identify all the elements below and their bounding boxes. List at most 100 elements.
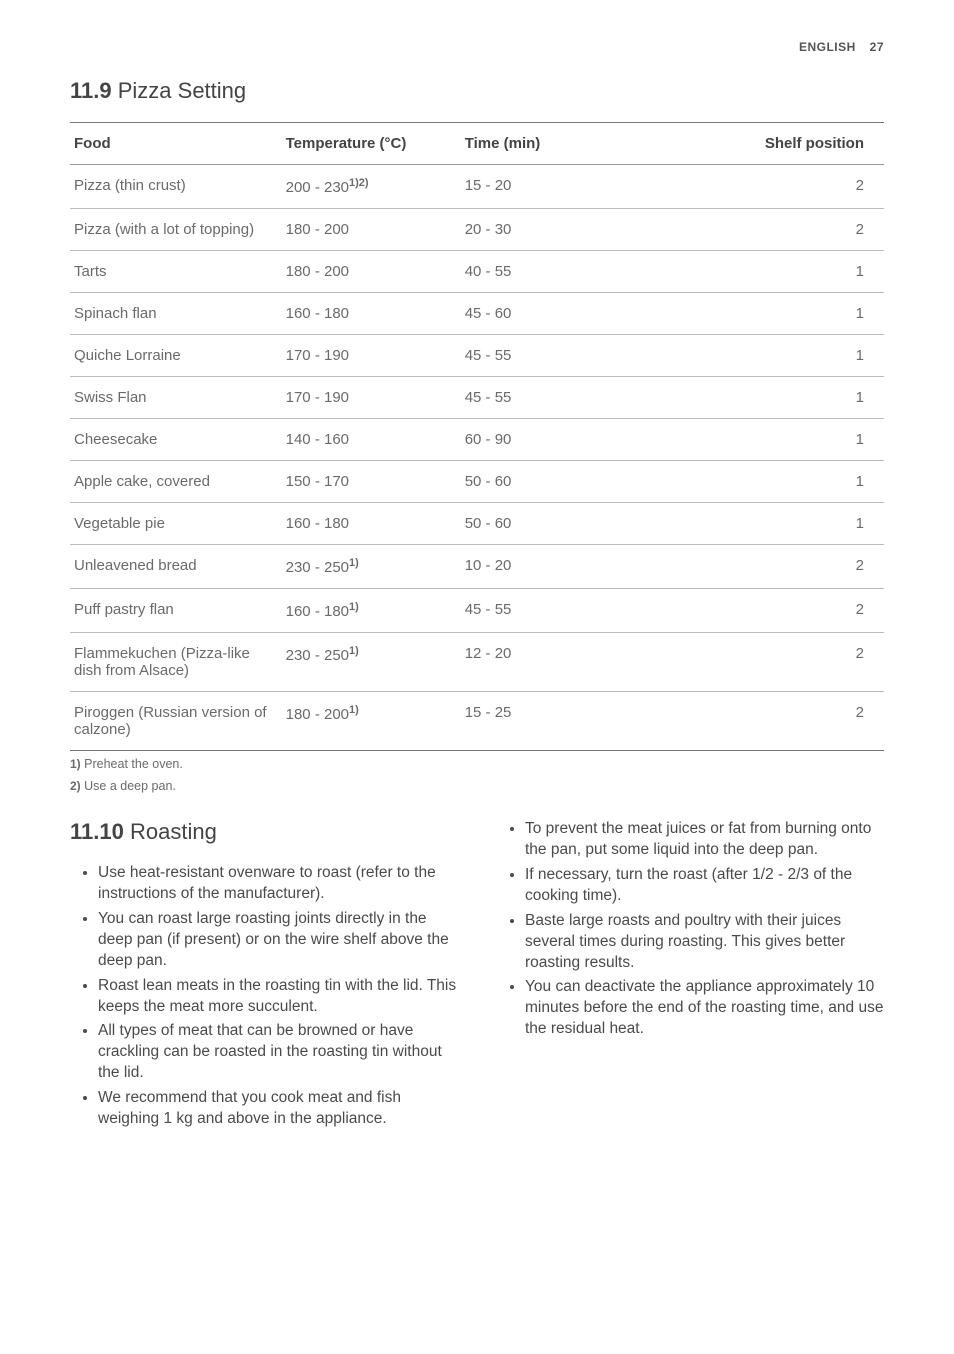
- left-column: 11.10 Roasting Use heat-resistant ovenwa…: [70, 819, 457, 1134]
- pizza-setting-table: Food Temperature (°C) Time (min) Shelf p…: [70, 122, 884, 751]
- bullet-item: All types of meat that can be browned or…: [98, 1021, 457, 1084]
- cell-food: Pizza (with a lot of topping): [70, 209, 282, 251]
- cell-time: 60 - 90: [461, 419, 640, 461]
- table-row: Tarts180 - 20040 - 551: [70, 251, 884, 293]
- cell-shelf: 1: [640, 461, 884, 503]
- cell-time: 12 - 20: [461, 633, 640, 692]
- cell-shelf: 2: [640, 209, 884, 251]
- bullet-item: You can roast large roasting joints dire…: [98, 909, 457, 972]
- cell-temp: 180 - 200: [282, 209, 461, 251]
- table-row: Swiss Flan170 - 19045 - 551: [70, 377, 884, 419]
- footnote-1-num: 1): [70, 757, 81, 771]
- roasting-bullets-right: To prevent the meat juices or fat from b…: [497, 819, 884, 1040]
- table-row: Unleavened bread230 - 2501)10 - 202: [70, 545, 884, 589]
- section-11-10-title: 11.10 Roasting: [70, 819, 457, 845]
- cell-food: Tarts: [70, 251, 282, 293]
- temp-superscript: 1): [349, 645, 359, 657]
- footnote-2-text: Use a deep pan.: [81, 779, 176, 793]
- th-food: Food: [70, 123, 282, 165]
- cell-food: Quiche Lorraine: [70, 335, 282, 377]
- footnotes: 1) Preheat the oven. 2) Use a deep pan.: [70, 757, 884, 793]
- bullet-item: Use heat-resistant ovenware to roast (re…: [98, 863, 457, 905]
- cell-shelf: 1: [640, 251, 884, 293]
- cell-shelf: 2: [640, 692, 884, 751]
- section-num: 11.9: [70, 78, 112, 103]
- bullet-item: We recommend that you cook meat and fish…: [98, 1088, 457, 1130]
- roasting-bullets-left: Use heat-resistant ovenware to roast (re…: [70, 863, 457, 1130]
- cell-temp: 230 - 2501): [282, 633, 461, 692]
- cell-temp: 170 - 190: [282, 335, 461, 377]
- section-11-9-title: 11.9 Pizza Setting: [70, 78, 884, 104]
- table-row: Puff pastry flan160 - 1801)45 - 552: [70, 589, 884, 633]
- table-header-row: Food Temperature (°C) Time (min) Shelf p…: [70, 123, 884, 165]
- cell-temp: 160 - 1801): [282, 589, 461, 633]
- cell-temp: 230 - 2501): [282, 545, 461, 589]
- cell-shelf: 1: [640, 503, 884, 545]
- table-row: Pizza (with a lot of topping)180 - 20020…: [70, 209, 884, 251]
- cell-shelf: 1: [640, 377, 884, 419]
- cell-time: 15 - 25: [461, 692, 640, 751]
- cell-time: 20 - 30: [461, 209, 640, 251]
- section2-num: 11.10: [70, 819, 124, 844]
- bullet-item: Baste large roasts and poultry with thei…: [525, 911, 884, 974]
- cell-shelf: 2: [640, 589, 884, 633]
- table-row: Flammekuchen (Pizza-like dish from Alsac…: [70, 633, 884, 692]
- cell-shelf: 1: [640, 293, 884, 335]
- cell-food: Unleavened bread: [70, 545, 282, 589]
- cell-food: Swiss Flan: [70, 377, 282, 419]
- table-row: Apple cake, covered150 - 17050 - 601: [70, 461, 884, 503]
- bullet-item: To prevent the meat juices or fat from b…: [525, 819, 884, 861]
- page-header: ENGLISH 27: [70, 40, 884, 54]
- temp-superscript: 1): [349, 557, 359, 569]
- th-shelf: Shelf position: [640, 123, 884, 165]
- cell-shelf: 2: [640, 633, 884, 692]
- table-row: Spinach flan160 - 18045 - 601: [70, 293, 884, 335]
- cell-temp: 160 - 180: [282, 293, 461, 335]
- cell-food: Spinach flan: [70, 293, 282, 335]
- table-row: Piroggen (Russian version of calzone)180…: [70, 692, 884, 751]
- table-row: Pizza (thin crust)200 - 2301)2)15 - 202: [70, 165, 884, 209]
- cell-time: 40 - 55: [461, 251, 640, 293]
- cell-food: Vegetable pie: [70, 503, 282, 545]
- right-column: To prevent the meat juices or fat from b…: [497, 819, 884, 1134]
- cell-temp: 140 - 160: [282, 419, 461, 461]
- bullet-item: If necessary, turn the roast (after 1/2 …: [525, 865, 884, 907]
- section2-text: Roasting: [130, 819, 217, 844]
- cell-time: 50 - 60: [461, 461, 640, 503]
- footnote-1-text: Preheat the oven.: [81, 757, 183, 771]
- bullet-item: You can deactivate the appliance approxi…: [525, 977, 884, 1040]
- cell-food: Flammekuchen (Pizza-like dish from Alsac…: [70, 633, 282, 692]
- cell-time: 45 - 55: [461, 377, 640, 419]
- cell-shelf: 2: [640, 545, 884, 589]
- cell-shelf: 1: [640, 419, 884, 461]
- cell-food: Apple cake, covered: [70, 461, 282, 503]
- cell-temp: 170 - 190: [282, 377, 461, 419]
- table-row: Vegetable pie160 - 18050 - 601: [70, 503, 884, 545]
- temp-superscript: 1)2): [349, 177, 369, 189]
- cell-time: 45 - 60: [461, 293, 640, 335]
- footnote-2: 2) Use a deep pan.: [70, 779, 884, 793]
- bullet-item: Roast lean meats in the roasting tin wit…: [98, 976, 457, 1018]
- th-temp: Temperature (°C): [282, 123, 461, 165]
- footnote-2-num: 2): [70, 779, 81, 793]
- cell-food: Pizza (thin crust): [70, 165, 282, 209]
- cell-temp: 200 - 2301)2): [282, 165, 461, 209]
- roasting-columns: 11.10 Roasting Use heat-resistant ovenwa…: [70, 819, 884, 1134]
- header-lang: ENGLISH: [799, 40, 856, 54]
- cell-food: Puff pastry flan: [70, 589, 282, 633]
- cell-food: Piroggen (Russian version of calzone): [70, 692, 282, 751]
- cell-time: 15 - 20: [461, 165, 640, 209]
- cell-temp: 150 - 170: [282, 461, 461, 503]
- cell-temp: 160 - 180: [282, 503, 461, 545]
- header-page: 27: [870, 40, 884, 54]
- table-row: Cheesecake140 - 16060 - 901: [70, 419, 884, 461]
- cell-food: Cheesecake: [70, 419, 282, 461]
- cell-time: 45 - 55: [461, 589, 640, 633]
- cell-time: 50 - 60: [461, 503, 640, 545]
- cell-time: 10 - 20: [461, 545, 640, 589]
- table-row: Quiche Lorraine170 - 19045 - 551: [70, 335, 884, 377]
- cell-time: 45 - 55: [461, 335, 640, 377]
- temp-superscript: 1): [349, 704, 359, 716]
- cell-shelf: 2: [640, 165, 884, 209]
- temp-superscript: 1): [349, 601, 359, 613]
